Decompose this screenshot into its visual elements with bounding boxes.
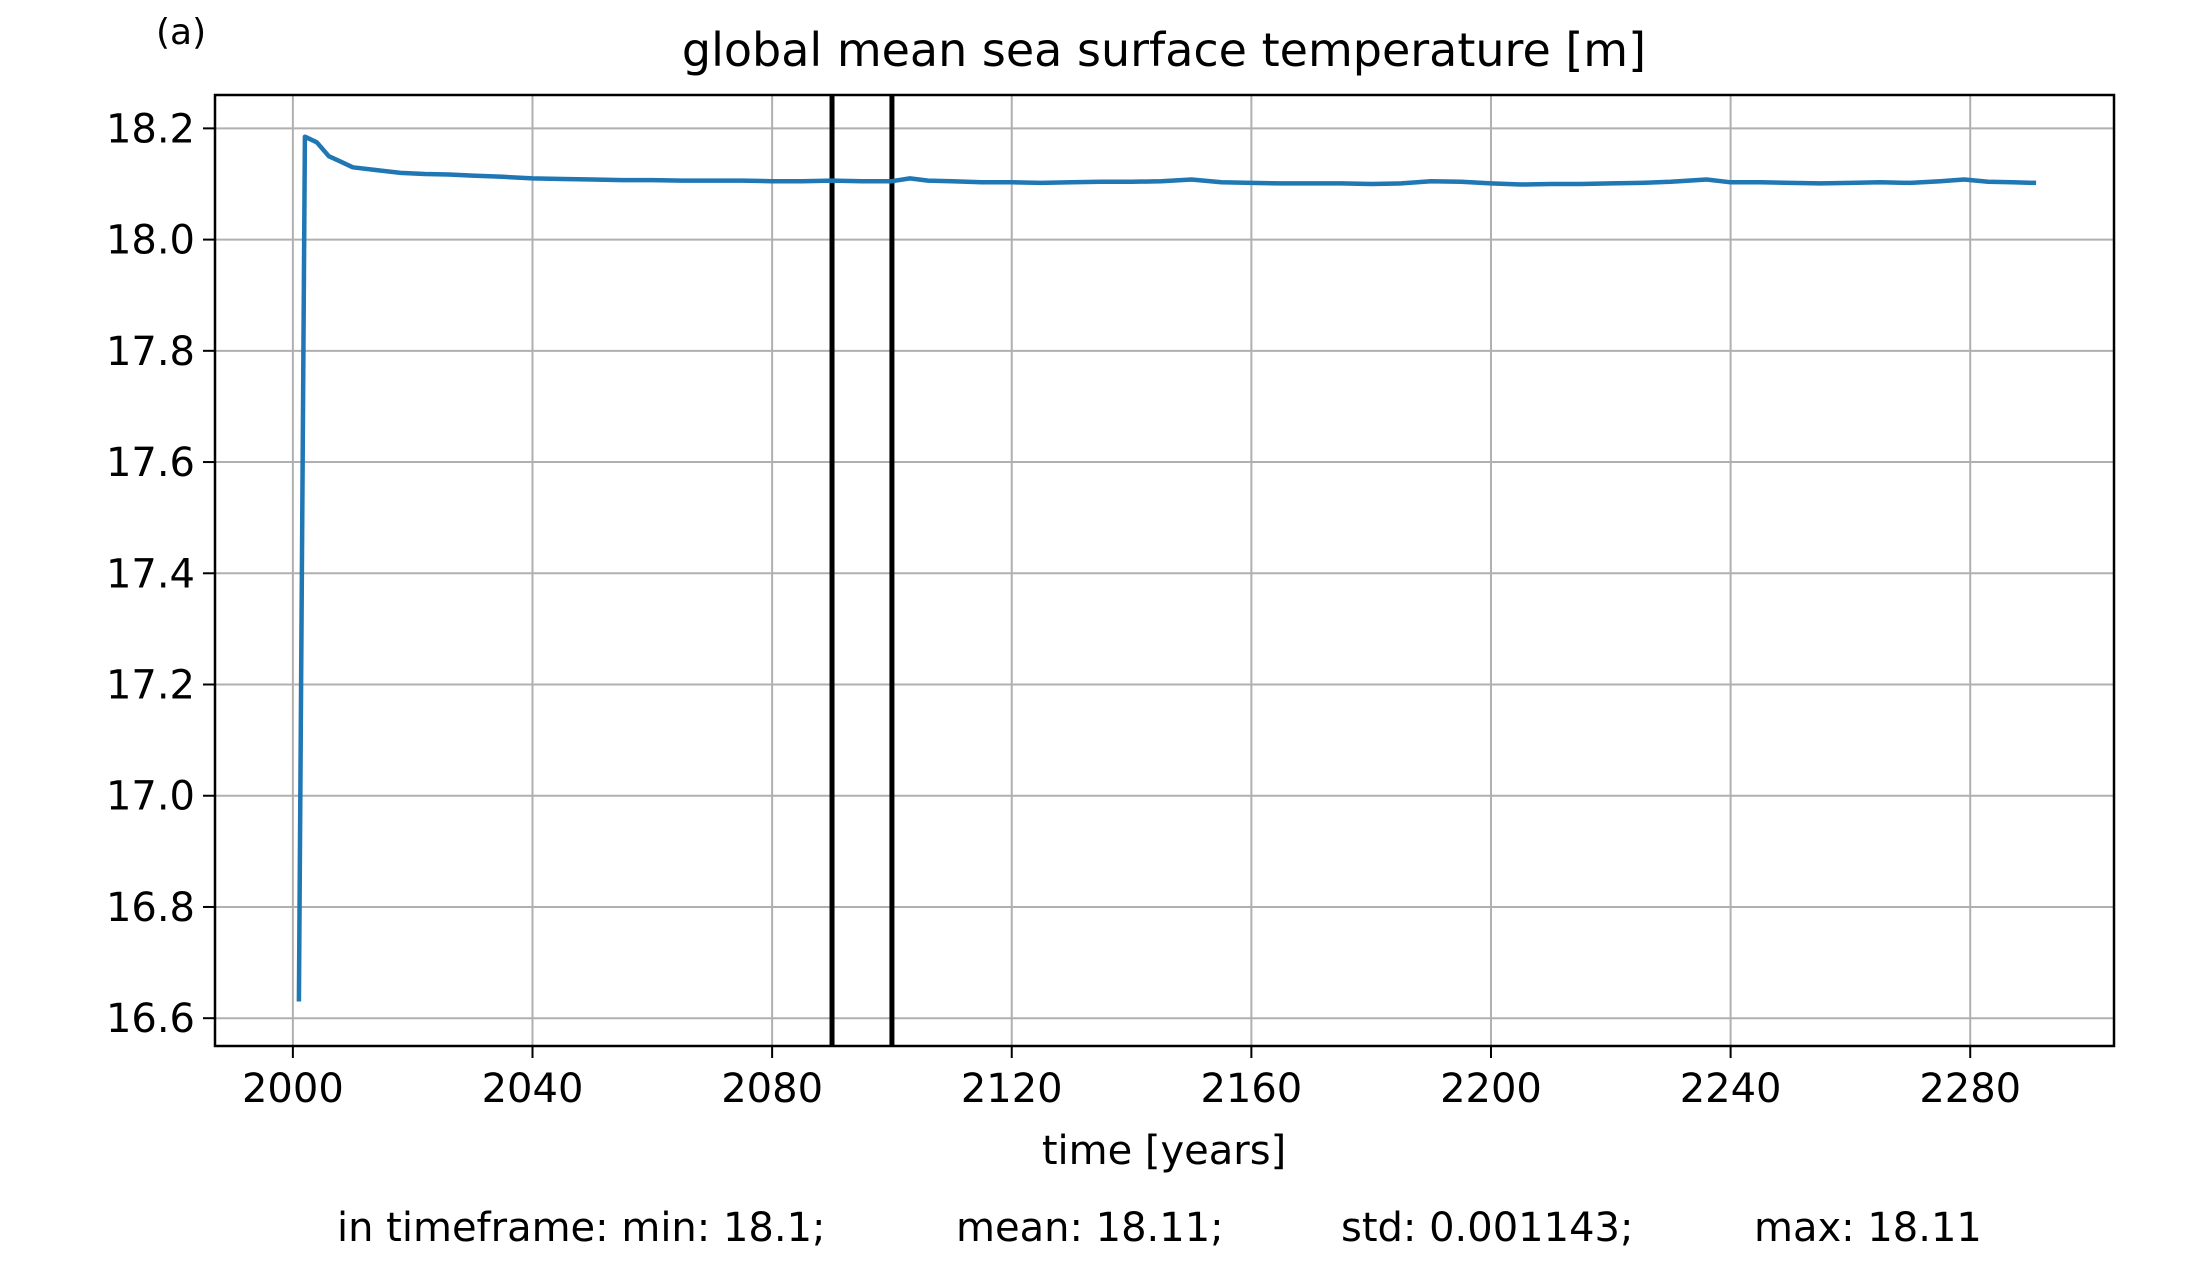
stat-mean: mean: 18.11;	[956, 1205, 1224, 1251]
series-line	[296, 134, 2037, 1002]
y-tick-label: 17.4	[106, 551, 195, 597]
y-tick-label: 17.0	[106, 774, 195, 820]
stat-max: max: 18.11	[1754, 1205, 1982, 1251]
y-tick-label: 16.6	[106, 996, 195, 1042]
y-tick-label: 17.6	[106, 440, 195, 486]
y-tick-label: 18.2	[106, 106, 195, 152]
grid	[215, 95, 2114, 1046]
timeframe-markers	[829, 95, 895, 1046]
x-tick-label: 2160	[1200, 1066, 1302, 1112]
panel-label: (a)	[156, 12, 207, 53]
y-tick-label: 17.8	[106, 329, 195, 375]
y-tick-label: 16.8	[106, 885, 195, 931]
x-tick-label: 2280	[1919, 1066, 2021, 1112]
x-tick-label: 2120	[961, 1066, 1063, 1112]
y-tick-label: 17.2	[106, 663, 195, 709]
y-tick-label: 18.0	[106, 218, 195, 264]
y-axis: 16.6 16.8 17.0 17.2 17.4 17.6 17.8 18.0 18.2	[106, 106, 215, 1042]
plot-frame	[213, 93, 2116, 1048]
x-axis-label: time [years]	[1042, 1128, 1286, 1174]
x-tick-label: 2040	[482, 1066, 584, 1112]
x-tick-label: 2080	[721, 1066, 823, 1112]
x-tick-label: 2200	[1440, 1066, 1542, 1112]
stat-std: std: 0.001143;	[1341, 1205, 1634, 1251]
chart-title: global mean sea surface temperature [m]	[682, 23, 1646, 77]
series-layer	[296, 134, 2037, 1002]
x-tick-label: 2240	[1680, 1066, 1782, 1112]
x-axis: 2000 2040 2080 2120 2160 2200 2240 2280	[242, 1046, 2021, 1112]
stat-min: in timeframe: min: 18.1;	[337, 1205, 826, 1251]
x-tick-label: 2000	[242, 1066, 344, 1112]
